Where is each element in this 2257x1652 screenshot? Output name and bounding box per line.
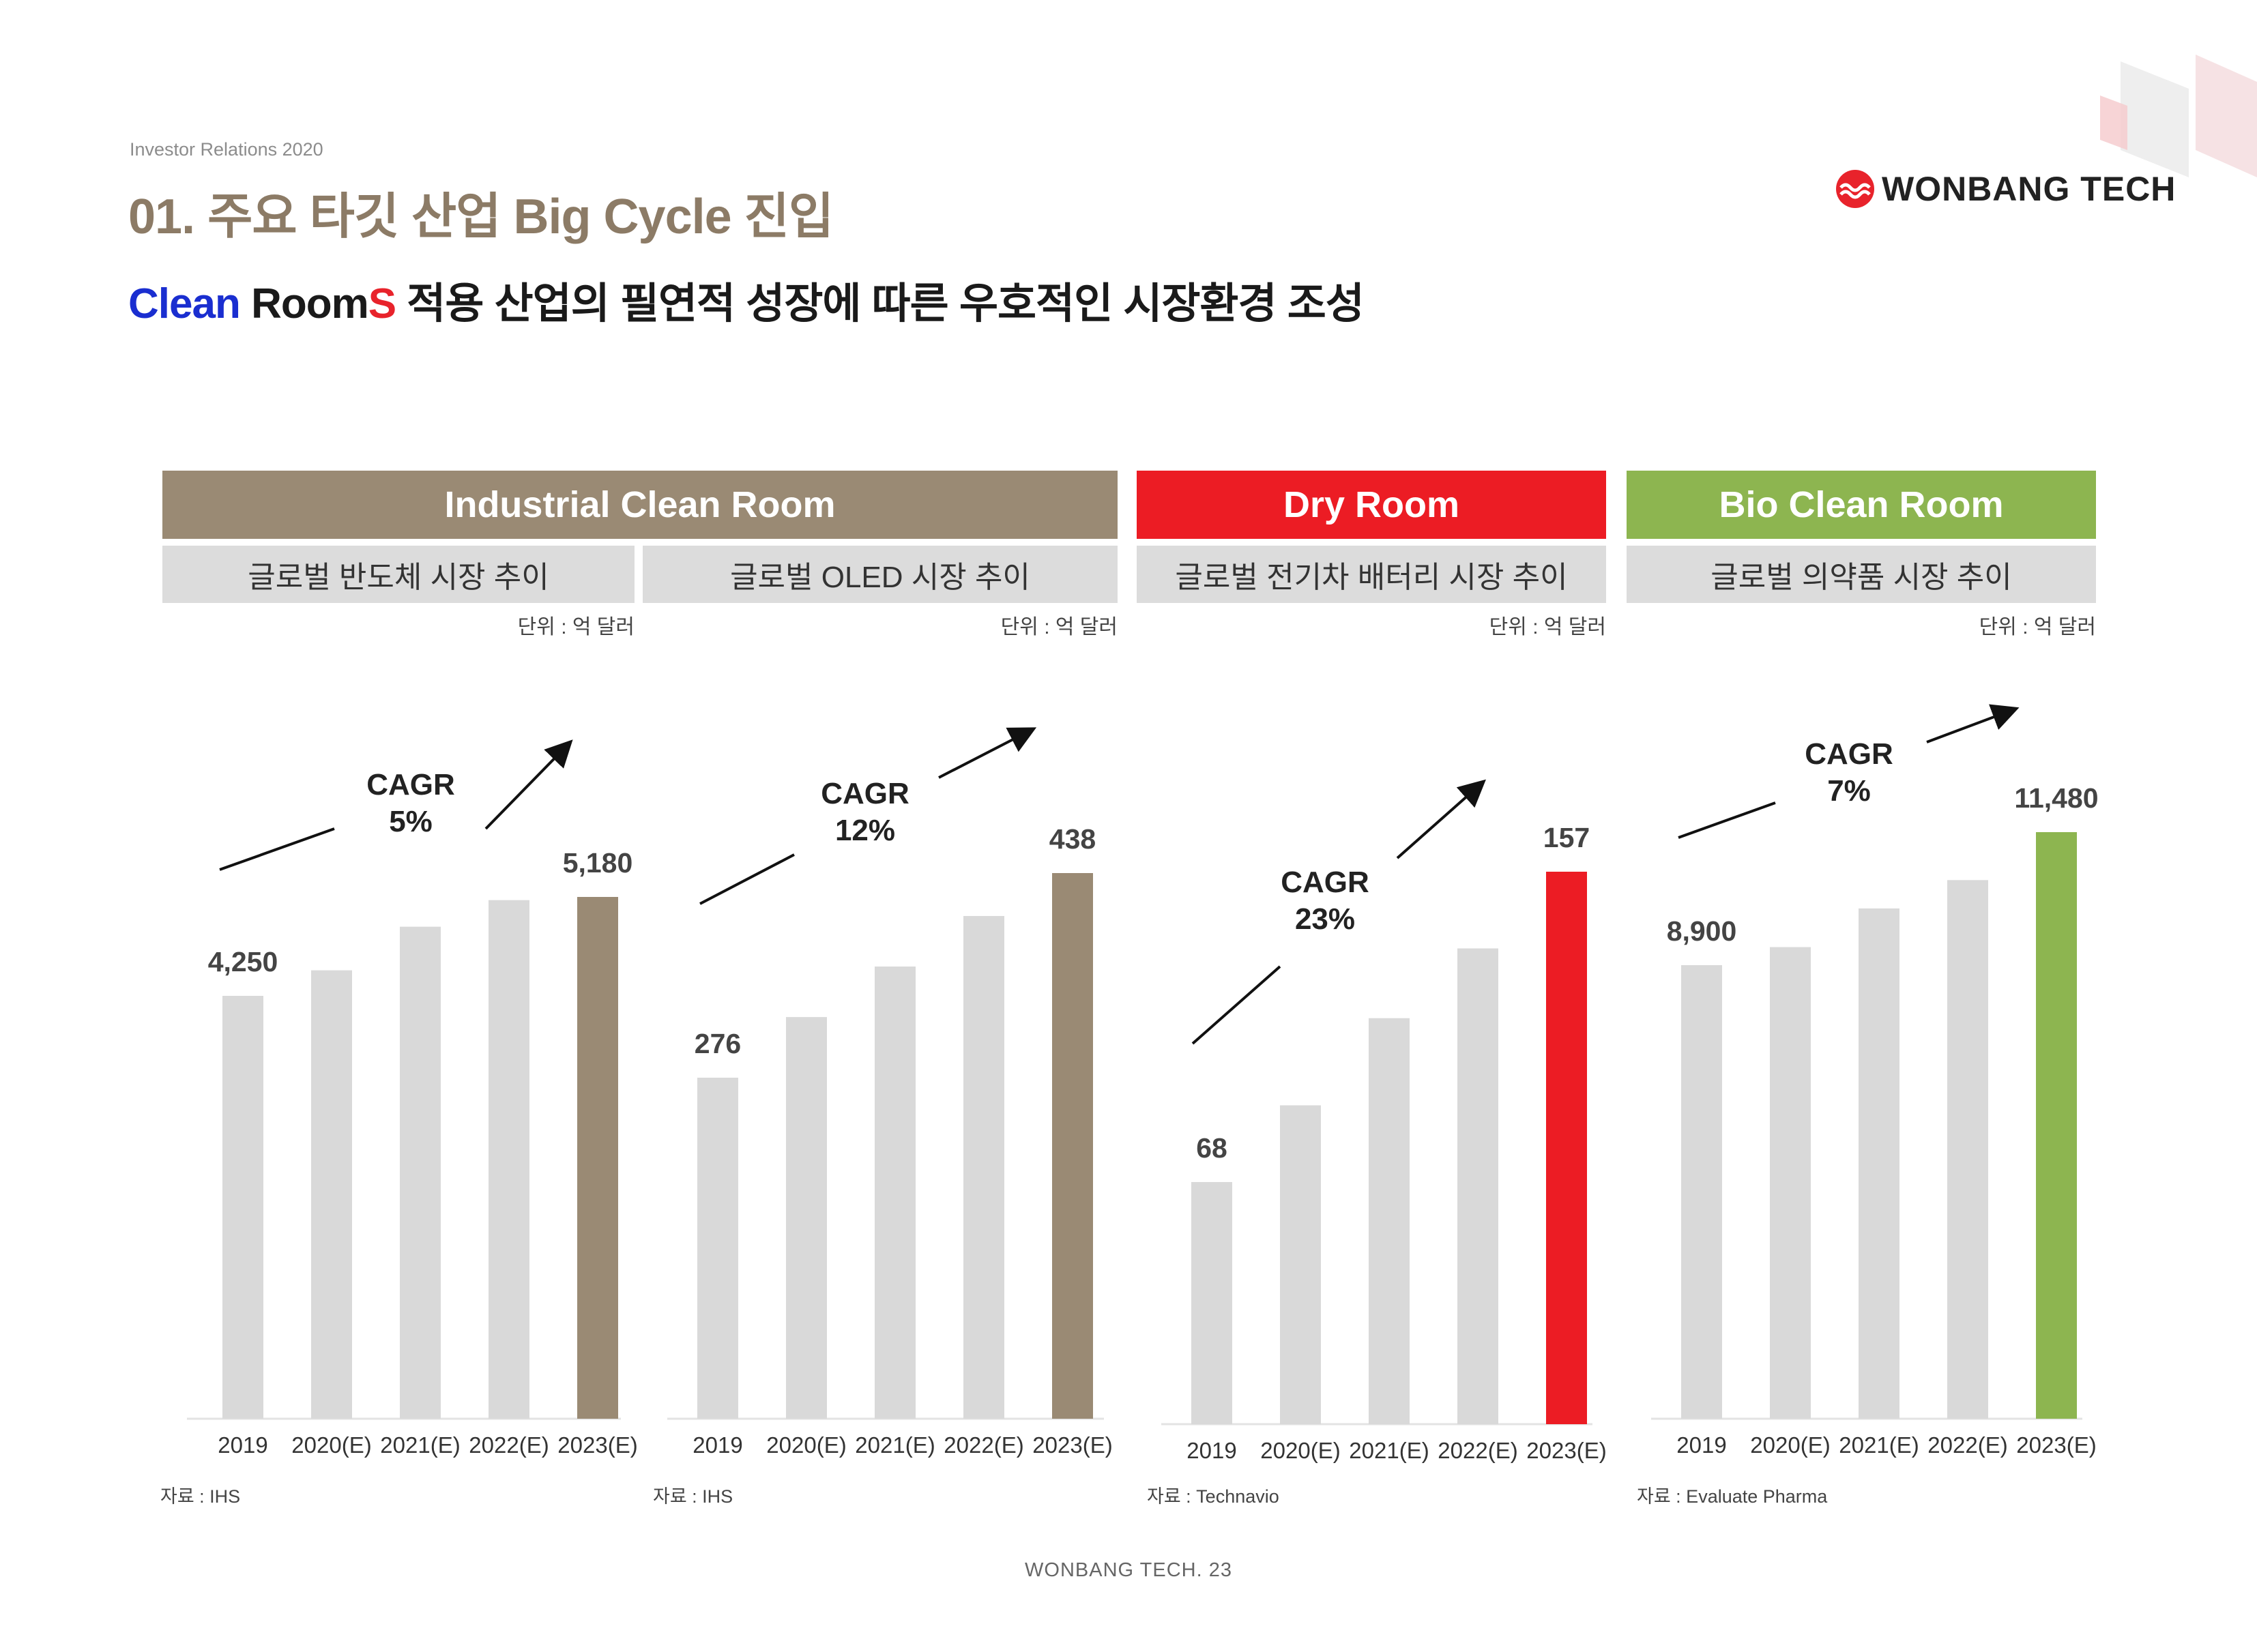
bar-2023(E) <box>1546 872 1587 1424</box>
chart-pharma: 8,900 2019 2020(E) 2021(E) 2022(E) 11,480 2023… <box>1651 704 2099 1458</box>
subtitle-word-clean: Clean <box>128 280 241 327</box>
bar-value-label: 438 <box>1049 823 1096 855</box>
bar-2021(E) <box>400 926 441 1419</box>
cagr-label: 5% <box>389 805 433 838</box>
x-tick-label: 2023(E) <box>1032 1432 1112 1458</box>
bar-2021(E) <box>1369 1018 1410 1424</box>
bar-2020(E) <box>1770 947 1811 1419</box>
cagr-label: CAGR <box>1281 866 1369 899</box>
cagr-label: 7% <box>1827 774 1871 808</box>
bar-2020(E) <box>786 1017 827 1419</box>
subheader-ev-battery: 글로벌 전기차 배터리 시장 추이 <box>1137 546 1606 603</box>
x-tick-label: 2023(E) <box>2016 1432 2096 1458</box>
category-industrial-clean-room: Industrial Clean Room <box>162 471 1118 539</box>
x-tick-label: 2022(E) <box>469 1432 549 1458</box>
subheader-pharma: 글로벌 의약품 시장 추이 <box>1627 546 2096 603</box>
unit-label-ev-battery: 단위 : 억 달러 <box>1489 616 1606 638</box>
bar-2019 <box>697 1078 738 1419</box>
x-tick-label: 2019 <box>218 1432 267 1458</box>
bar-2022(E) <box>489 900 529 1419</box>
x-tick-label: 2023(E) <box>557 1432 637 1458</box>
cagr-label: 12% <box>835 814 895 847</box>
x-tick-label: 2021(E) <box>1839 1432 1919 1458</box>
bar-value-label: 68 <box>1196 1132 1227 1164</box>
bar-2021(E) <box>1859 908 1899 1419</box>
category-bio-clean-room: Bio Clean Room <box>1627 471 2096 539</box>
bar-value-label: 276 <box>695 1028 741 1059</box>
subtitle-rest: 적용 산업의 필연적 성장에 따른 우호적인 시장환경 조성 <box>396 280 1365 327</box>
bar-value-label: 157 <box>1543 822 1590 853</box>
x-tick-label: 2021(E) <box>855 1432 935 1458</box>
x-tick-label: 2023(E) <box>1526 1438 1606 1463</box>
cagr-label: CAGR <box>366 768 455 801</box>
x-tick-label: 2020(E) <box>1260 1438 1340 1463</box>
x-tick-label: 2020(E) <box>1750 1432 1830 1458</box>
x-tick-label: 2020(E) <box>766 1432 846 1458</box>
bar-2023(E) <box>2036 832 2077 1419</box>
source-ev-battery: 자료 : Technavio <box>1147 1486 1279 1507</box>
bar-2023(E) <box>1052 873 1093 1419</box>
x-tick-label: 2022(E) <box>1438 1438 1517 1463</box>
bar-2019 <box>222 996 263 1419</box>
x-tick-label: 2022(E) <box>944 1432 1023 1458</box>
cagr-label: CAGR <box>1805 737 1893 771</box>
bar-value-label: 5,180 <box>563 847 633 879</box>
bar-value-label: 4,250 <box>208 946 278 977</box>
subtitle-word-room: Room <box>239 280 369 327</box>
bar-value-label: 11,480 <box>2014 782 2098 814</box>
trend-line <box>699 853 795 905</box>
x-tick-label: 2019 <box>1186 1438 1236 1463</box>
bar-2020(E) <box>1280 1105 1321 1424</box>
trend-arrow <box>1396 779 1486 859</box>
unit-label-oled: 단위 : 억 달러 <box>1000 616 1118 638</box>
source-oled: 자료 : IHS <box>653 1486 733 1507</box>
wave-logo-icon <box>1836 170 1874 208</box>
trend-arrow <box>938 727 1037 779</box>
bar-2019 <box>1191 1182 1232 1424</box>
x-tick-label: 2019 <box>1676 1432 1726 1458</box>
x-tick-label: 2022(E) <box>1927 1432 2007 1458</box>
trend-line <box>1678 801 1776 839</box>
chart-ev-battery: 68 2019 2020(E) 2021(E) 2022(E) 157 2023(E) CAG… <box>1161 779 1607 1463</box>
trend-arrow <box>484 739 573 830</box>
unit-label-pharma: 단위 : 억 달러 <box>1979 616 2096 638</box>
logo-text: WONBANG TECH <box>1882 170 2176 208</box>
bar-2019 <box>1681 965 1722 1419</box>
page-title: 01. 주요 타깃 산업 Big Cycle 진입 <box>128 190 834 244</box>
cagr-label: 23% <box>1295 902 1355 936</box>
page-subtitle: Clean RoomS 적용 산업의 필연적 성장에 따른 우호적인 시장환경 … <box>128 269 1365 330</box>
category-dry-room: Dry Room <box>1137 471 1606 539</box>
company-logo: WONBANG TECH <box>1835 169 2176 209</box>
unit-label-semiconductor: 단위 : 억 달러 <box>517 616 635 638</box>
subheader-semiconductor: 글로벌 반도체 시장 추이 <box>162 546 635 603</box>
source-pharma: 자료 : Evaluate Pharma <box>1637 1486 1828 1507</box>
chart-oled: 276 2019 2020(E) 2021(E) 2022(E) 438 2023(E) CA… <box>667 727 1113 1458</box>
x-tick-label: 2020(E) <box>291 1432 371 1458</box>
subtitle-word-s: S <box>368 280 396 327</box>
bar-2022(E) <box>1457 948 1498 1424</box>
bar-2023(E) <box>577 897 618 1419</box>
trend-arrow <box>1926 704 2020 743</box>
bar-2022(E) <box>1947 880 1988 1419</box>
x-tick-label: 2021(E) <box>1349 1438 1429 1463</box>
chart-semiconductor: 4,250 2019 2020(E) 2021(E) 2022(E) 5,180 2023(… <box>187 739 638 1458</box>
bar-2021(E) <box>875 967 916 1419</box>
bar-value-label: 8,900 <box>1667 915 1737 947</box>
ir-label: Investor Relations 2020 <box>130 139 323 160</box>
x-tick-label: 2019 <box>693 1432 742 1458</box>
source-semiconductor: 자료 : IHS <box>160 1486 241 1507</box>
bar-2022(E) <box>963 915 1004 1419</box>
corner-decoration <box>2100 55 2257 177</box>
cagr-label: CAGR <box>821 777 909 810</box>
trend-line <box>1191 965 1281 1045</box>
x-tick-label: 2021(E) <box>380 1432 460 1458</box>
subheader-oled: 글로벌 OLED 시장 추이 <box>643 546 1118 603</box>
page-footer: WONBANG TECH. 23 <box>1025 1559 1232 1581</box>
bar-2020(E) <box>311 970 352 1419</box>
trend-line <box>219 827 335 871</box>
